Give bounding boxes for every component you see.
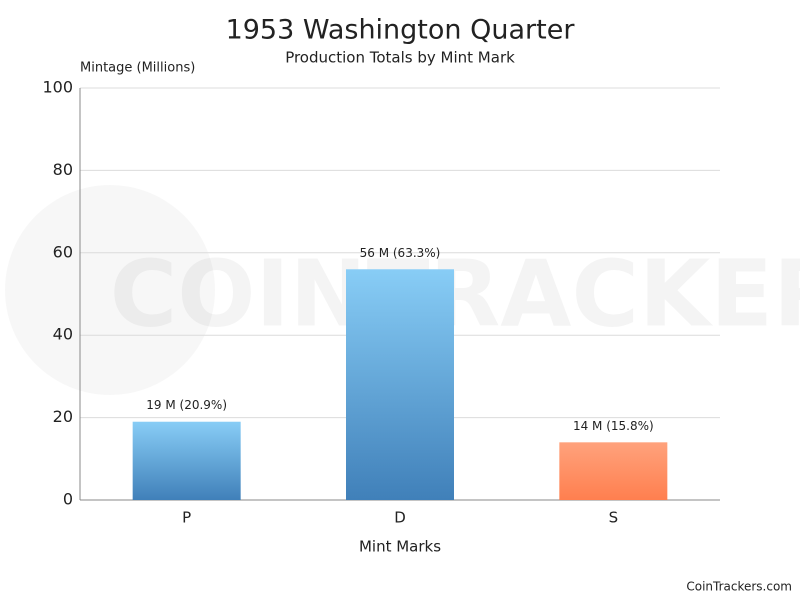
x-axis-label: Mint Marks xyxy=(359,538,441,556)
y-tick-label: 80 xyxy=(53,160,73,179)
watermark: COINTRACKERS xyxy=(110,240,800,347)
y-tick-label: 100 xyxy=(42,78,73,97)
chart-subtitle: Production Totals by Mint Mark xyxy=(285,49,515,67)
data-label: 19 M (20.9%) xyxy=(146,398,227,412)
y-tick-label: 40 xyxy=(53,325,73,344)
y-tick-label: 20 xyxy=(53,407,73,426)
watermark-logo xyxy=(5,185,215,395)
bar xyxy=(559,442,668,500)
y-axis-label: Mintage (Millions) xyxy=(80,61,195,76)
y-tick-label: 0 xyxy=(63,490,73,509)
data-label: 56 M (63.3%) xyxy=(360,246,441,260)
bar xyxy=(346,269,454,500)
x-tick-label: D xyxy=(394,509,406,527)
bar xyxy=(132,421,241,500)
data-label: 14 M (15.8%) xyxy=(573,419,654,433)
credit: CoinTrackers.com xyxy=(686,580,792,594)
chart-title: 1953 Washington Quarter xyxy=(226,15,576,46)
x-tick-label: S xyxy=(609,509,619,527)
y-tick-label: 60 xyxy=(53,242,73,261)
x-tick-label: P xyxy=(182,509,191,527)
